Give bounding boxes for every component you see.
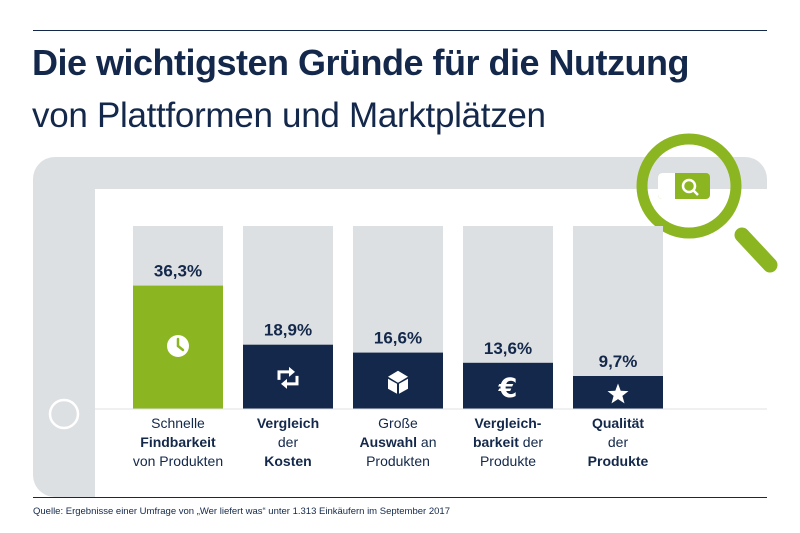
bar-value-label: 18,9% xyxy=(264,321,312,340)
bar xyxy=(463,362,553,409)
category-label: Vergleich-barkeit der Produkte xyxy=(472,415,544,469)
svg-text:€: € xyxy=(498,373,518,404)
bar-value-label: 9,7% xyxy=(599,352,638,371)
category-label: Große Auswahl an Produkten xyxy=(359,415,437,469)
bar xyxy=(243,344,333,409)
bar-value-label: 36,3% xyxy=(154,262,202,281)
clock-icon xyxy=(167,335,189,357)
bottom-rule xyxy=(33,497,767,498)
star-icon xyxy=(607,383,629,404)
box-icon xyxy=(388,370,408,394)
magnifier-icon xyxy=(636,133,778,273)
category-label: Vergleich der Kosten xyxy=(256,415,320,469)
title-line-2: von Plattformen und Marktplätzen xyxy=(32,96,546,135)
exchange-arrows-icon xyxy=(277,366,299,389)
category-label: Qualität der Produkte xyxy=(587,415,649,469)
top-rule xyxy=(33,30,767,31)
source-note: Quelle: Ergebnisse einer Umfrage von „We… xyxy=(33,506,450,517)
category-label: Schnelle Findbarkeit von Produkten xyxy=(132,415,224,469)
bar-value-label: 16,6% xyxy=(374,329,422,348)
title-line-1: Die wichtigsten Gründe für die Nutzung xyxy=(32,42,690,83)
euro-icon: € xyxy=(498,373,518,404)
bar-value-label: 13,6% xyxy=(484,339,532,358)
tablet-home-button xyxy=(48,398,80,430)
